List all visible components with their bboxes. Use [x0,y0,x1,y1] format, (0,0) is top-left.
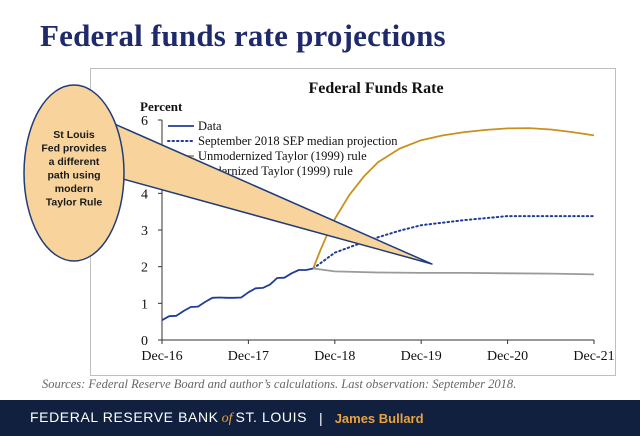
footer-org-right: ST. LOUIS [235,409,308,425]
y-tick-label: 5 [141,151,148,166]
y-tick-label: 4 [141,187,148,202]
footer-org-of: of [221,411,233,426]
x-tick-label: Dec-19 [401,349,442,364]
chart-svg: Federal Funds Rate Percent 0 1 2 3 4 5 6 Dec-16… [90,68,616,376]
y-tick-label: 6 [141,114,148,129]
callout-line-0: St Louis [53,129,95,141]
x-tick-label: Dec-17 [228,349,269,364]
callout-line-4: modern [55,183,94,195]
footer-author: James Bullard [334,410,424,426]
legend-label-1: September 2018 SEP median projection [198,134,398,148]
x-tick-label: Dec-18 [314,349,355,364]
legend-label-3: Modernized Taylor (1999) rule [198,164,353,178]
y-tick-label: 3 [141,224,148,239]
y-tick-label: 0 [141,334,148,349]
series-line-0 [161,267,314,321]
y-axis-label: Percent [140,99,183,114]
x-tick-label: Dec-20 [487,349,528,364]
sources-note: Sources: Federal Reserve Board and autho… [42,377,517,391]
footer-bar: FEDERAL RESERVE BANK of ST. LOUIS | James … [0,400,640,436]
x-tick-label: Dec-21 [573,349,614,364]
footer-org: FEDERAL RESERVE BANK of ST. LOUIS [30,409,307,427]
chart-container: Federal Funds Rate Percent 0 1 2 3 4 5 6 Dec-16… [90,68,616,376]
series-line-3 [313,267,595,276]
chart-title: Federal Funds Rate [308,80,443,97]
x-tick-label: Dec-16 [141,349,182,364]
chart-frame [90,68,616,376]
legend-label-0: Data [198,119,222,133]
footer-org-left: FEDERAL RESERVE BANK [30,409,219,425]
y-tick-label: 2 [141,261,148,276]
y-tick-label: 1 [141,297,148,312]
slide-title: Federal funds rate projections [40,18,446,53]
legend-label-2: Unmodernized Taylor (1999) rule [198,149,367,163]
footer-separator: | [319,410,323,426]
